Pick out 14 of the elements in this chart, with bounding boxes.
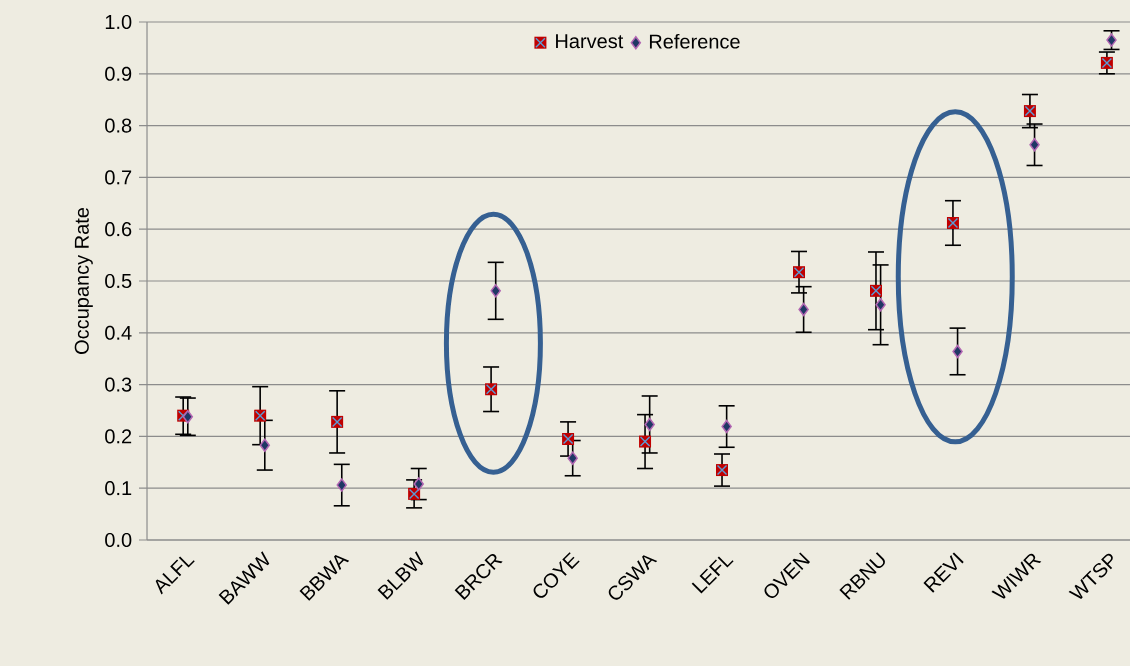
y-tick-label: 1.0: [105, 14, 132, 30]
y-tick-label: 0.3: [105, 377, 132, 392]
y-tick-label: 0.8: [105, 118, 132, 133]
y-tick-label: 0.1: [105, 481, 132, 496]
y-tick-label: 0.9: [105, 66, 132, 81]
y-tick-label: 0.7: [105, 170, 132, 185]
y-tick-label: 0.2: [105, 429, 132, 444]
y-tick-label: 0.5: [105, 273, 132, 289]
legend-label: Harvest: [556, 34, 624, 49]
y-axis-title: Occupancy Rate: [74, 207, 93, 354]
y-tick-label: 0.0: [105, 532, 132, 548]
y-tick-label: 0.4: [105, 325, 132, 340]
legend-label: Reference: [649, 33, 740, 49]
y-tick-label: 0.6: [105, 222, 132, 237]
